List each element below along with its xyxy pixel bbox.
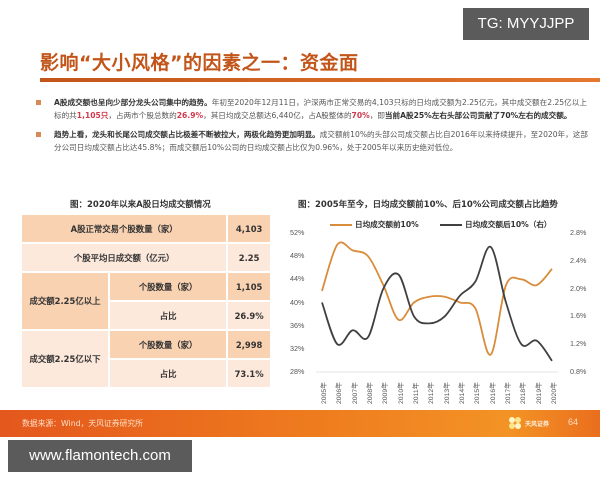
bullet-text: 年初至2020年12月11日，沪深两市正常交易的4,103只标的日均成交额为2.…: [54, 98, 587, 120]
x-axis-tick: 2006年: [336, 382, 344, 404]
x-axis-tick: 2009年: [382, 382, 390, 404]
x-axis-tick: 2013年: [443, 382, 451, 404]
x-axis-tick: 2014年: [459, 382, 466, 404]
data-source: 数据来源：Wind，天风证券研究所: [22, 419, 143, 428]
row-value: 2.25: [226, 242, 272, 273]
right-axis-tick: 0.8%: [570, 367, 587, 376]
bullet-list: A股成交额也呈向少部分龙头公司集中的趋势。年初至2020年12月11日，沪深两市…: [34, 96, 594, 160]
page-number: 64: [568, 417, 579, 427]
bullet-marker-icon: [36, 132, 41, 137]
watermark-top: TG: MYYJJPP: [463, 8, 589, 40]
slide-title: 影响“大小风格”的因素之一：资金面: [40, 52, 359, 74]
table-row: 成交额2.25亿以上 个股数量（家） 1,105: [20, 271, 272, 331]
series-line-bottom10: [321, 245, 553, 362]
company-logo-icon: [509, 417, 521, 429]
x-axis-tick: 2020年: [551, 382, 558, 404]
x-axis-tick: 2012年: [428, 382, 436, 404]
bullet-conclusion: 当前A股25%左右头部公司贡献了70%左右的成交额。: [384, 111, 572, 120]
x-axis-tick: 2005年: [321, 382, 328, 404]
share-value: 26.9%: [226, 300, 272, 331]
count-label: 个股数量（家）: [107, 271, 229, 302]
watermark-bottom: www.flamontech.com: [8, 440, 192, 472]
left-axis-tick: 40%: [290, 297, 305, 307]
row-label: 个股平均日成交额（亿元）: [19, 242, 229, 273]
table-row: 个股平均日成交额（亿元） 2.25: [19, 242, 272, 273]
x-axis-tick: 2015年: [474, 382, 482, 404]
table-row: 占比 26.9%: [21, 300, 272, 331]
plot-area: [316, 241, 558, 373]
legend-label: 日均成交额后10%（右）: [465, 220, 552, 229]
legend-label: 日均成交额前10%: [355, 220, 419, 229]
bullet-item-2: 趋势上看，龙头和长尾公司成交额占比极差不断被拉大，两极化趋势更加明显。成交额前1…: [34, 128, 594, 154]
bullet-text: ，其日均成交总额达6,440亿，占A股整体的: [203, 111, 352, 120]
series-line-top10: [321, 241, 553, 356]
right-axis-tick: 1.2%: [570, 339, 587, 349]
highlight-count: 1,105只: [76, 111, 109, 120]
x-axis-tick: 2010年: [397, 382, 405, 404]
company-logo-text: 天风证券: [525, 421, 550, 428]
footer-bar: 数据来源：Wind，天风证券研究所 天风证券 64: [0, 410, 600, 437]
x-axis-tick: 2007年: [351, 382, 359, 404]
x-axis-tick: 2018年: [520, 382, 528, 404]
table-row: 成交额2.25亿以下 个股数量（家） 2,998: [20, 329, 272, 389]
left-axis-tick: 36%: [290, 320, 305, 330]
group-label: 成交额2.25亿以下: [20, 329, 110, 389]
bullet-lead: 趋势上看，龙头和长尾公司成交额占比极差不断被拉大，两极化趋势更加明显。: [54, 130, 320, 139]
line-chart: 日均成交额前10% 日均成交额后10%（右） 52% 48% 44% 40% 36% 32…: [290, 215, 600, 405]
right-axis-tick: 2.4%: [570, 255, 587, 265]
right-axis-tick: 2.8%: [570, 228, 587, 237]
legend-item-bottom10: 日均成交额后10%（右）: [440, 219, 552, 230]
table-row: A股正常交易个股数量（家） 4,103: [19, 213, 272, 244]
bullet-marker-icon: [36, 100, 41, 105]
x-axis-tick: 2011年: [413, 382, 420, 404]
bullet-lead: A股成交额也呈向少部分龙头公司集中的趋势。: [54, 98, 212, 107]
highlight-share: 26.9%: [176, 111, 204, 120]
bullet-text: 成交额前10%的头部公司成交额占比自2016年以来持续提升，至2020年，这部分…: [54, 130, 588, 152]
share-value: 73.1%: [226, 358, 272, 389]
legend-swatch-icon: [330, 223, 352, 226]
left-axis-tick: 28%: [290, 367, 305, 376]
highlight-volume-share: 70%: [351, 111, 370, 120]
left-axis-tick: 44%: [290, 274, 305, 284]
x-axis-tick: 2008年: [367, 382, 374, 404]
group-label: 成交额2.25亿以上: [20, 271, 110, 331]
left-axis-tick: 32%: [290, 343, 305, 353]
x-axis-tick: 2016年: [489, 382, 497, 404]
x-axis-tick: 2019年: [535, 382, 543, 404]
count-label: 个股数量（家）: [107, 329, 229, 360]
right-axis-tick: 1.6%: [570, 311, 587, 321]
chart-title: 图：2005年至今，日均成交额前10%、后10%公司成交额占比趋势: [298, 200, 558, 210]
title-divider: [40, 78, 600, 82]
left-axis-tick: 52%: [290, 228, 305, 237]
row-label: A股正常交易个股数量（家）: [19, 213, 229, 244]
share-label: 占比: [107, 300, 229, 331]
table-title: 图：2020年以来A股日均成交额情况: [70, 200, 211, 210]
table-row: 占比 73.1%: [21, 358, 272, 389]
row-value: 4,103: [226, 213, 272, 244]
left-axis-tick: 48%: [290, 251, 305, 261]
right-axis-tick: 2.0%: [570, 283, 587, 293]
bullet-text: ，占两市个股总数的: [108, 111, 177, 120]
bullet-item-1: A股成交额也呈向少部分龙头公司集中的趋势。年初至2020年12月11日，沪深两市…: [34, 96, 594, 122]
legend-swatch-icon: [440, 223, 462, 226]
share-label: 占比: [107, 358, 229, 389]
x-axis-tick: 2017年: [505, 382, 512, 404]
count-value: 1,105: [226, 271, 272, 302]
bullet-text: ，即: [369, 111, 385, 120]
turnover-table: A股正常交易个股数量（家） 4,103 个股平均日成交额（亿元） 2.25 成交…: [19, 213, 272, 389]
legend-item-top10: 日均成交额前10%: [330, 219, 419, 230]
count-value: 2,998: [226, 329, 272, 360]
